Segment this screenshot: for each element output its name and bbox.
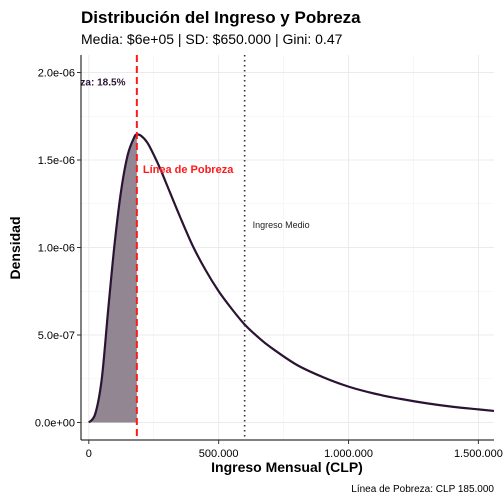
data-layer — [87, 55, 494, 440]
mean-income-label: Ingreso Medio — [253, 220, 310, 230]
poverty-rate-label: Pobreza: 18.5% — [52, 77, 125, 88]
y-tick-label: 5.0e-07 — [38, 330, 75, 342]
x-axis-title: Ingreso Mensual (CLP) — [211, 459, 363, 475]
axes: 0 500.000 1.000.000 1.500.000 0.0e+00 5.0e-07… — [35, 55, 503, 460]
y-tick-label: 0.0e+00 — [35, 418, 75, 430]
x-tick-label: 500.000 — [199, 448, 239, 460]
x-tick-label: 1.000.000 — [324, 448, 373, 460]
y-tick-label: 1.0e-06 — [38, 243, 75, 255]
chart-title: Distribución del Ingreso y Pobreza — [81, 8, 361, 27]
chart-caption: Línea de Pobreza: CLP 185.000 — [351, 484, 494, 495]
y-tick-label: 2.0e-06 — [38, 68, 75, 80]
poverty-line-label: Línea de Pobreza — [143, 164, 234, 176]
x-tick-label: 0 — [86, 448, 92, 460]
y-axis-title: Densidad — [7, 216, 23, 279]
poverty-shaded-area — [88, 134, 137, 423]
y-tick-label: 1.5e-06 — [38, 155, 75, 167]
density-curve — [87, 133, 494, 424]
annotation-layer: Línea de Pobreza Ingreso Medio Pobreza: 18… — [52, 77, 310, 230]
grid — [81, 55, 494, 440]
x-tick-label: 1.500.000 — [454, 448, 503, 460]
chart-subtitle: Media: $6e+05 | SD: $650.000 | Gini: 0.4… — [81, 31, 343, 47]
